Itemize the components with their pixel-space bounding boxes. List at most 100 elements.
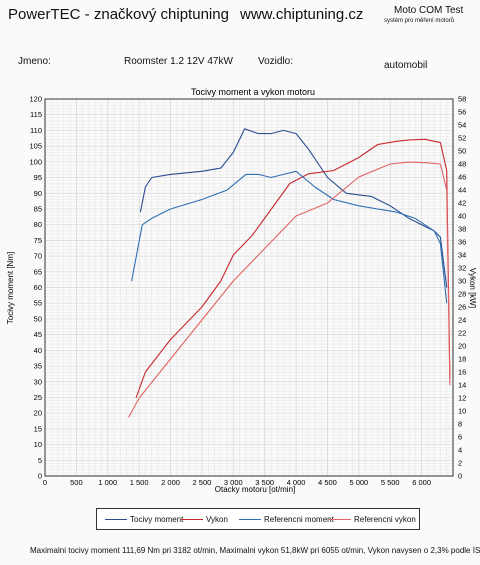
y2-tick-label: 58 xyxy=(458,95,466,104)
series-ref-torque-line xyxy=(131,170,448,304)
y2-tick-label: 4 xyxy=(458,446,462,455)
x-tick-label: 2 500 xyxy=(193,478,212,487)
y-tick-label: 60 xyxy=(34,283,42,292)
y-tick-label: 45 xyxy=(34,330,42,339)
y-tick-label: 50 xyxy=(34,314,42,323)
x-tick-label: 4 000 xyxy=(287,478,306,487)
x-tick-label: 2 000 xyxy=(161,478,180,487)
x-tick-label: 500 xyxy=(70,478,83,487)
y2-tick-label: 40 xyxy=(458,212,466,221)
y2-tick-label: 18 xyxy=(458,355,466,364)
y2-tick-label: 50 xyxy=(458,147,466,156)
y-tick-label: 95 xyxy=(34,173,42,182)
legend-label-ref-torque: Referencni moment xyxy=(264,515,334,524)
y2-tick-label: 8 xyxy=(458,420,462,429)
y2-tick-label: 12 xyxy=(458,394,466,403)
y-tick-label: 105 xyxy=(29,142,42,151)
y2-tick-label: 2 xyxy=(458,459,462,468)
y2-tick-label: 0 xyxy=(458,472,462,481)
y2-tick-label: 46 xyxy=(458,173,466,182)
plot-frame xyxy=(44,98,454,477)
y2-tick-label: 36 xyxy=(458,238,466,247)
x-tick-label: 1 500 xyxy=(130,478,149,487)
chart-legend: Tocivy moment Vykon Referencni moment Re… xyxy=(96,508,420,530)
series-layer xyxy=(128,128,451,418)
y2-tick-label: 44 xyxy=(458,186,466,195)
x-tick-label: 3 000 xyxy=(224,478,243,487)
x-tick-label: 6 000 xyxy=(412,478,431,487)
y2-tick-label: 26 xyxy=(458,303,466,312)
x-tick-label: 0 xyxy=(43,478,47,487)
tester-title: Moto COM Test xyxy=(394,5,464,16)
y2-tick-label: 48 xyxy=(458,160,466,169)
legend-label-torque: Tocivy moment xyxy=(130,515,184,524)
y-tick-label: 20 xyxy=(34,409,42,418)
y2-tick-label: 6 xyxy=(458,433,462,442)
legend-swatch-torque xyxy=(105,519,127,520)
legend-label-ref-power: Referencni vykon xyxy=(354,515,416,524)
y-tick-label: 90 xyxy=(34,189,42,198)
y-tick-label: 15 xyxy=(34,424,42,433)
legend-item-ref-torque: Referencni moment xyxy=(239,515,334,524)
y2-tick-label: 24 xyxy=(458,316,466,325)
y-tick-label: 120 xyxy=(29,95,42,104)
brand-title: PowerTEC - značkový chiptuning xyxy=(8,6,229,23)
y2-tick-label: 52 xyxy=(458,134,466,143)
y2-tick-label: 28 xyxy=(458,290,466,299)
chart-title: Tocivy moment a vykon motoru xyxy=(191,87,315,97)
y-tick-label: 5 xyxy=(38,456,42,465)
y2-tick-label: 34 xyxy=(458,251,466,260)
series-power-line xyxy=(135,138,451,399)
y2-axis-label: Vykon [kW] xyxy=(468,268,477,308)
y2-tick-label: 30 xyxy=(458,277,466,286)
driver-value: automobil xyxy=(384,60,428,71)
series-ref-power-line xyxy=(128,161,451,418)
y-tick-label: 70 xyxy=(34,252,42,261)
y2-tick-label: 14 xyxy=(458,381,466,390)
x-axis-label: Otacky motoru [ot/min] xyxy=(215,485,295,494)
website-title: www.chiptuning.cz xyxy=(240,6,364,23)
legend-label-power: Vykon xyxy=(206,515,228,524)
y2-tick-label: 56 xyxy=(458,108,466,117)
y-tick-label: 110 xyxy=(30,126,42,135)
series-torque-line xyxy=(139,128,448,288)
legend-swatch-ref-torque xyxy=(239,519,261,520)
x-tick-label: 1 000 xyxy=(98,478,117,487)
y2-tick-label: 38 xyxy=(458,225,466,234)
legend-item-ref-power: Referencni vykon xyxy=(329,515,416,524)
y-tick-label: 25 xyxy=(34,393,42,402)
y-tick-label: 65 xyxy=(34,267,42,276)
y-tick-label: 100 xyxy=(29,157,42,166)
legend-swatch-power xyxy=(181,519,203,520)
x-tick-label: 5 000 xyxy=(349,478,368,487)
dyno-chart: Tocivy moment a vykon motoru 0 500 1 000 1 … xyxy=(6,87,477,494)
summary-footer: Maximalni tocivy moment 111,69 Nm pri 31… xyxy=(30,546,480,555)
vehicle-value: Roomster 1.2 12V 47kW xyxy=(124,56,233,67)
y2-tick-label: 54 xyxy=(458,121,466,130)
x-tick-label: 5 500 xyxy=(381,478,400,487)
legend-item-power: Vykon xyxy=(181,515,228,524)
y2-tick-label: 22 xyxy=(458,329,466,338)
y-tick-label: 80 xyxy=(34,220,42,229)
y-tick-label: 10 xyxy=(34,440,42,449)
y-tick-label: 115 xyxy=(30,110,42,119)
y2-tick-label: 20 xyxy=(458,342,466,351)
y-axis-label: Tocivy moment [Nm] xyxy=(6,252,15,324)
y2-tick-label: 32 xyxy=(458,264,466,273)
name-label: Jmeno: xyxy=(18,56,51,67)
driver-label: Vozidlo: xyxy=(258,56,294,67)
chart-grid xyxy=(44,98,454,477)
y2-tick-label: 10 xyxy=(458,407,466,416)
y-tick-label: 75 xyxy=(34,236,42,245)
x-tick-label: 4 500 xyxy=(318,478,337,487)
y-tick-label: 30 xyxy=(34,377,42,386)
legend-item-torque: Tocivy moment xyxy=(105,515,183,524)
legend-swatch-ref-power xyxy=(329,519,351,520)
y2-tick-label: 16 xyxy=(458,368,466,377)
y-tick-label: 40 xyxy=(34,346,42,355)
tick-labels: 0 500 1 000 1 500 2 000 2 500 3 000 3 500 4 000 4… xyxy=(29,95,466,488)
y-tick-label: 85 xyxy=(34,204,42,213)
x-tick-label: 3 500 xyxy=(255,478,274,487)
tester-subtitle: systém pro měření motorů xyxy=(384,18,455,24)
y-tick-label: 55 xyxy=(34,299,42,308)
